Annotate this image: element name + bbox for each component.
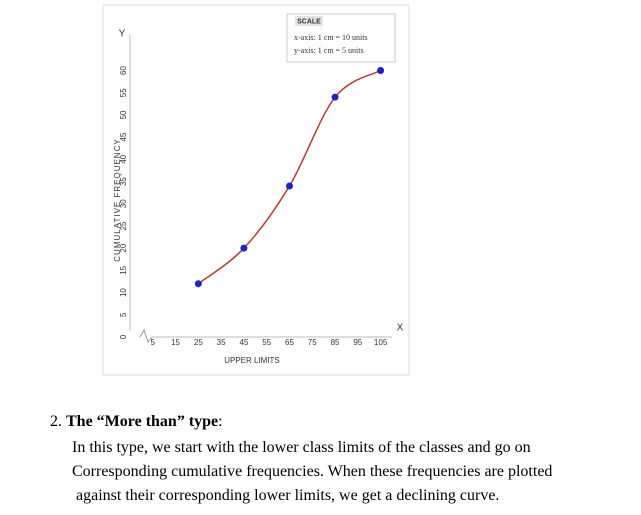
heading: 2. The “More than” type: bbox=[50, 413, 223, 431]
y-tick-label: 40 bbox=[119, 154, 128, 163]
paragraph-line: against their corresponding lower limits… bbox=[76, 487, 500, 504]
y-tick-label: 45 bbox=[119, 132, 128, 141]
heading-suffix: : bbox=[218, 413, 223, 430]
chart: SCALE x-axis: 1 cm = 10 units y-axis: 1 … bbox=[102, 4, 410, 376]
y-tick-label: 35 bbox=[119, 177, 128, 186]
y-tick-label: 50 bbox=[119, 110, 128, 119]
x-axis-letter: X bbox=[397, 323, 404, 334]
scale-title: SCALE bbox=[297, 18, 321, 25]
x-tick-label: 65 bbox=[285, 338, 294, 347]
y-tick-label: 60 bbox=[119, 66, 128, 75]
x-tick-label: 95 bbox=[353, 338, 362, 347]
x-tick-label: 45 bbox=[239, 338, 248, 347]
x-axis-label: UPPER LIMITS bbox=[224, 356, 280, 365]
paragraph-line: In this type, we start with the lower cl… bbox=[72, 439, 531, 456]
y-tick-label: 15 bbox=[119, 265, 128, 274]
chart-frame bbox=[102, 4, 410, 376]
x-tick-label: 25 bbox=[194, 338, 203, 347]
heading-number: 2. bbox=[50, 413, 62, 430]
y-tick-label: 25 bbox=[119, 221, 128, 230]
x-tick-label: 55 bbox=[262, 338, 271, 347]
y-tick-label: 0 bbox=[119, 334, 128, 339]
scale-line: y-axis: 1 cm = 5 units bbox=[294, 46, 364, 55]
x-tick-label: 105 bbox=[374, 338, 388, 347]
y-axis-letter: Y bbox=[119, 29, 126, 40]
x-tick-label: 75 bbox=[308, 338, 317, 347]
y-tick-label: 55 bbox=[119, 88, 128, 97]
point bbox=[194, 280, 202, 288]
x-tick-label: 15 bbox=[171, 338, 180, 347]
heading-title: The “More than” type bbox=[66, 413, 219, 430]
scale-line: x-axis: 1 cm = 10 units bbox=[294, 33, 368, 42]
scale-title-bg bbox=[295, 16, 323, 26]
point bbox=[331, 93, 339, 101]
y-tick-label: 5 bbox=[119, 312, 128, 317]
point bbox=[285, 182, 293, 190]
paragraph-line: Corresponding cumulative frequencies. Wh… bbox=[72, 463, 553, 480]
x-tick-label: 35 bbox=[217, 338, 226, 347]
point bbox=[377, 67, 385, 75]
axis-break bbox=[139, 328, 153, 344]
x-tick-label: 85 bbox=[331, 338, 340, 347]
y-tick-label: 10 bbox=[119, 288, 128, 297]
y-tick-label: 30 bbox=[119, 199, 128, 208]
point bbox=[240, 244, 248, 252]
y-tick-label: 20 bbox=[119, 243, 128, 252]
x-tick-label: 5 bbox=[151, 338, 156, 347]
y-axis-label: CUMULATIVE FREQUENCY bbox=[113, 138, 122, 261]
